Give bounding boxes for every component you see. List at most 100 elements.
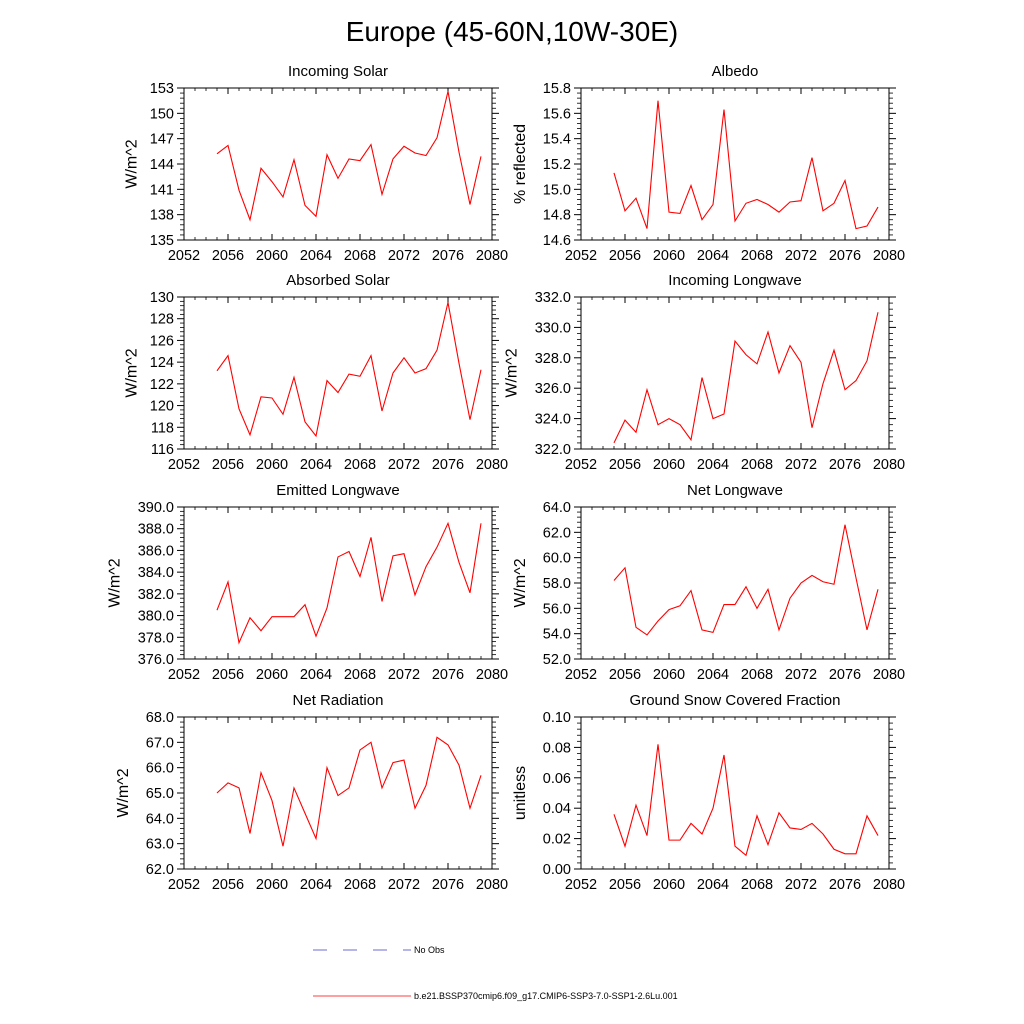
panel-title: Net Radiation: [293, 692, 384, 709]
y-tick-label: 120: [150, 399, 174, 415]
x-tick-label: 2072: [388, 667, 420, 683]
y-tick-label: 56.0: [543, 601, 571, 617]
y-tick-label: 128: [150, 312, 174, 328]
y-tick-label: 14.6: [543, 233, 571, 249]
x-tick-label: 2064: [300, 457, 332, 473]
panel-net-longwave: 2052 2056 2060 2064 2068 2072 2076 2080 52.0 54.0…: [512, 482, 905, 683]
x-tick-label: 2064: [697, 457, 729, 473]
x-tick-label: 2076: [829, 248, 861, 264]
series-line: [216, 521, 482, 645]
x-tick-label: 2064: [300, 248, 332, 264]
legend-label-model-run: b.e21.BSSP370cmip6.f09_g17.CMIP6-SSP3-7.…: [414, 991, 678, 1001]
x-tick-label: 2068: [344, 457, 376, 473]
y-tick-label: 0.04: [543, 801, 571, 817]
y-tick-label: 116: [151, 442, 174, 458]
x-tick-label: 2080: [476, 457, 508, 473]
x-tick-label: 2052: [168, 877, 200, 893]
x-tick-label: 2076: [829, 877, 861, 893]
y-axis-label: % reflected: [512, 124, 529, 204]
panel-incoming-solar: 2052 2056 2060 2064 2068 2072 2076 2080 135 138 14…: [124, 63, 509, 264]
x-tick-label: 2072: [785, 457, 817, 473]
x-tick-label: 2064: [300, 667, 332, 683]
panel-title: Incoming Solar: [288, 63, 388, 80]
plot-frame: [580, 296, 890, 450]
legend: No Obs b.e21.BSSP370cmip6.f09_g17.CMIP6-…: [313, 945, 678, 1001]
y-tick-label: 376.0: [138, 652, 174, 668]
y-tick-label: 52.0: [543, 652, 571, 668]
panel-absorbed-solar: 2052 2056 2060 2064 2068 2072 2076 2080 116 118 12…: [124, 272, 509, 473]
y-axis-label: W/m^2: [115, 768, 132, 817]
y-tick-label: 130: [150, 290, 174, 306]
series-line: [216, 736, 482, 847]
y-tick-label: 62.0: [146, 862, 174, 878]
y-tick-label: 328.0: [535, 351, 571, 367]
series-line: [613, 744, 879, 857]
y-axis-label: W/m^2: [124, 139, 141, 188]
y-axis-label: unitless: [512, 766, 529, 820]
y-tick-label: 386.0: [138, 543, 174, 559]
x-tick-label: 2060: [256, 457, 288, 473]
x-tick-label: 2052: [565, 457, 597, 473]
y-tick-label: 0.08: [543, 740, 571, 756]
panel-title: Ground Snow Covered Fraction: [630, 692, 841, 709]
x-tick-label: 2056: [609, 667, 641, 683]
y-tick-label: 135: [150, 233, 174, 249]
x-tick-label: 2056: [609, 457, 641, 473]
y-tick-label: 67.0: [146, 735, 174, 751]
x-tick-label: 2052: [565, 667, 597, 683]
y-tick-label: 382.0: [138, 587, 174, 603]
x-tick-label: 2080: [476, 877, 508, 893]
x-tick-label: 2064: [697, 667, 729, 683]
y-tick-label: 15.2: [543, 157, 571, 173]
series-line: [613, 100, 879, 230]
panel-ground-snow-covered-fraction: 2052 2056 2060 2064 2068 2072 2076 2080 0.00 0.02…: [512, 692, 905, 893]
y-tick-label: 324.0: [535, 412, 571, 428]
x-tick-label: 2080: [873, 248, 905, 264]
y-tick-label: 0.00: [543, 862, 571, 878]
x-tick-label: 2060: [653, 877, 685, 893]
x-tick-label: 2056: [609, 248, 641, 264]
panel-title: Incoming Longwave: [668, 272, 801, 289]
x-tick-label: 2056: [212, 248, 244, 264]
y-tick-label: 68.0: [146, 710, 174, 726]
x-tick-label: 2080: [476, 248, 508, 264]
x-tick-label: 2052: [565, 877, 597, 893]
x-tick-label: 2068: [344, 667, 376, 683]
panel-title: Absorbed Solar: [286, 272, 389, 289]
y-tick-label: 62.0: [543, 525, 571, 541]
x-tick-label: 2064: [697, 248, 729, 264]
series-line: [613, 312, 879, 444]
series-line: [613, 524, 879, 636]
y-tick-label: 0.06: [543, 771, 571, 787]
x-tick-label: 2068: [741, 667, 773, 683]
plot-frame: [183, 87, 493, 241]
y-tick-label: 60.0: [543, 551, 571, 567]
y-tick-label: 63.0: [146, 837, 174, 853]
y-tick-label: 147: [150, 132, 174, 148]
x-tick-label: 2052: [168, 248, 200, 264]
y-tick-label: 378.0: [138, 630, 174, 646]
x-tick-label: 2056: [212, 877, 244, 893]
x-tick-label: 2056: [212, 667, 244, 683]
y-tick-label: 66.0: [146, 761, 174, 777]
x-tick-label: 2072: [785, 877, 817, 893]
y-tick-label: 14.8: [543, 208, 571, 224]
panel-emitted-longwave: 2052 2056 2060 2064 2068 2072 2076 2080 376.0 378…: [107, 482, 509, 683]
series-line: [216, 91, 482, 222]
x-tick-label: 2072: [785, 248, 817, 264]
panel-albedo: 2052 2056 2060 2064 2068 2072 2076 2080 14.6 14.8…: [512, 63, 905, 264]
panels-group: 2052 2056 2060 2064 2068 2072 2076 2080 135 138 14…: [107, 63, 906, 893]
plot-frame: [183, 506, 493, 660]
x-tick-label: 2060: [653, 667, 685, 683]
y-tick-label: 144: [150, 157, 174, 173]
x-tick-label: 2052: [565, 248, 597, 264]
y-tick-label: 15.4: [543, 132, 571, 148]
x-tick-label: 2052: [168, 667, 200, 683]
x-tick-label: 2080: [873, 667, 905, 683]
y-tick-label: 384.0: [138, 565, 174, 581]
panel-title: Emitted Longwave: [276, 482, 399, 499]
x-tick-label: 2056: [212, 457, 244, 473]
y-tick-label: 58.0: [543, 576, 571, 592]
x-tick-label: 2068: [741, 248, 773, 264]
